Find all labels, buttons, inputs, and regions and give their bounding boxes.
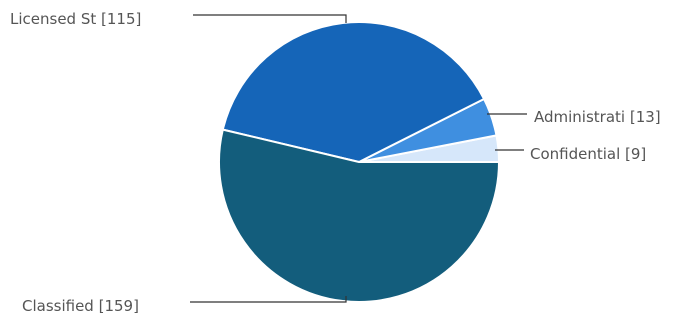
slice-label-confidential: Confidential [9] [530, 145, 646, 163]
leader-line-licensed [193, 15, 346, 23]
slice-label-classified: Classified [159] [22, 297, 139, 315]
pie-slices [219, 22, 499, 302]
slice-label-administrative: Administrati [13] [534, 108, 661, 126]
slice-label-licensed: Licensed St [115] [10, 10, 141, 28]
